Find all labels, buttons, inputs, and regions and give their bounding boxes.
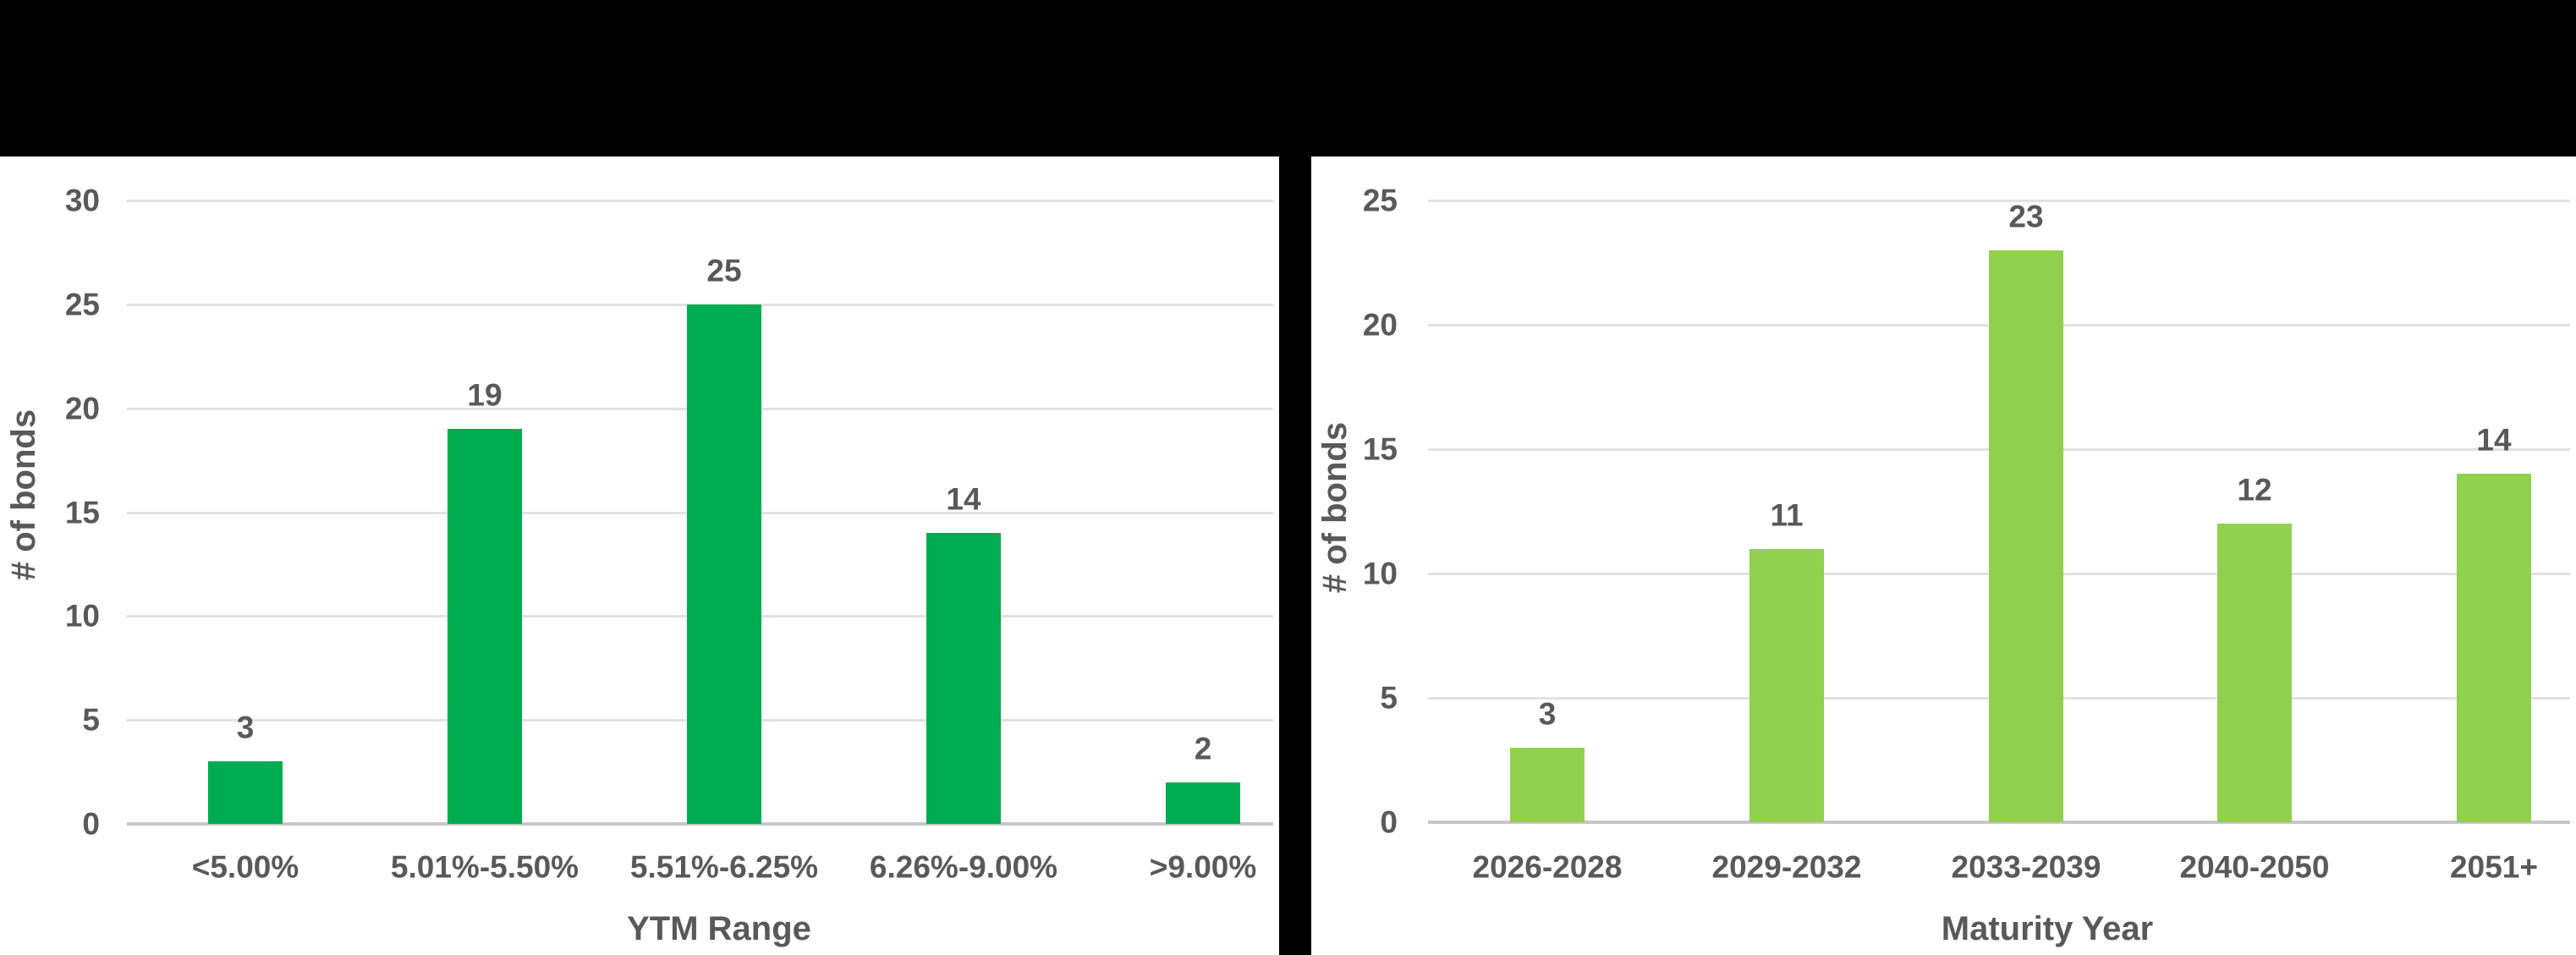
y-tick-label: 15 <box>1362 431 1398 467</box>
x-axis-line <box>1428 821 2570 824</box>
x-tick-label: <5.00% <box>191 849 299 885</box>
bar <box>926 533 1001 824</box>
bar <box>208 761 283 824</box>
bar <box>1510 747 1585 822</box>
y-tick-label: 5 <box>1380 680 1398 716</box>
bar-value-label: 19 <box>467 377 503 413</box>
bar-value-label: 23 <box>2008 199 2044 234</box>
x-tick-label: >9.00% <box>1149 849 1257 885</box>
bar-value-label: 3 <box>1538 696 1557 732</box>
x-tick-label: 2051+ <box>2450 849 2538 885</box>
maturity-year-chart-panel: # of bonds Maturity Year 0 5 10 15 20 25 3 2026… <box>1311 156 2576 955</box>
y-tick-label: 10 <box>64 598 100 634</box>
x-tick-label: 2033-2039 <box>1951 849 2101 885</box>
bar <box>687 304 761 824</box>
y-tick-label: 0 <box>1380 804 1398 840</box>
bar <box>448 429 522 824</box>
x-tick-label: 5.51%-6.25% <box>629 849 819 885</box>
x-tick-label: 2026-2028 <box>1472 849 1623 885</box>
y-axis-title: # of bonds <box>5 409 42 581</box>
x-tick-label: 6.26%-9.00% <box>869 849 1058 885</box>
bar <box>2457 474 2531 822</box>
y-tick-label: 5 <box>82 702 100 738</box>
bar-value-label: 3 <box>236 710 255 745</box>
bar <box>2217 524 2292 822</box>
bar <box>1166 782 1240 824</box>
y-tick-label: 20 <box>64 391 100 426</box>
y-tick-label: 30 <box>64 183 100 218</box>
bar-value-label: 25 <box>706 253 742 288</box>
y-tick-label: 25 <box>1362 183 1398 218</box>
bar-value-label: 11 <box>1770 497 1804 533</box>
bar <box>1989 250 2063 822</box>
y-tick-label: 20 <box>1362 307 1398 343</box>
bar <box>1749 548 1824 822</box>
bar-value-label: 14 <box>946 481 981 517</box>
y-tick-label: 10 <box>1362 556 1398 591</box>
y-tick-label: 25 <box>64 287 100 322</box>
x-tick-label: 5.01%-5.50% <box>390 849 579 885</box>
ytm-range-chart-panel: # of bonds YTM Range 0 5 10 15 20 25 30 3 <5.00%… <box>0 156 1279 955</box>
bar-value-label: 2 <box>1194 731 1212 766</box>
x-axis-title: Maturity Year <box>1941 910 2154 947</box>
y-tick-label: 0 <box>82 806 100 842</box>
bar-value-label: 12 <box>2237 472 2272 508</box>
gridline <box>127 200 1273 202</box>
bar-value-label: 14 <box>2476 422 2512 458</box>
y-tick-label: 15 <box>64 495 100 530</box>
x-axis-title: YTM Range <box>627 910 811 947</box>
x-tick-label: 2029-2032 <box>1711 849 1862 885</box>
x-tick-label: 2040-2050 <box>2179 849 2330 885</box>
gridline <box>1428 200 2570 202</box>
x-axis-line <box>127 822 1273 826</box>
